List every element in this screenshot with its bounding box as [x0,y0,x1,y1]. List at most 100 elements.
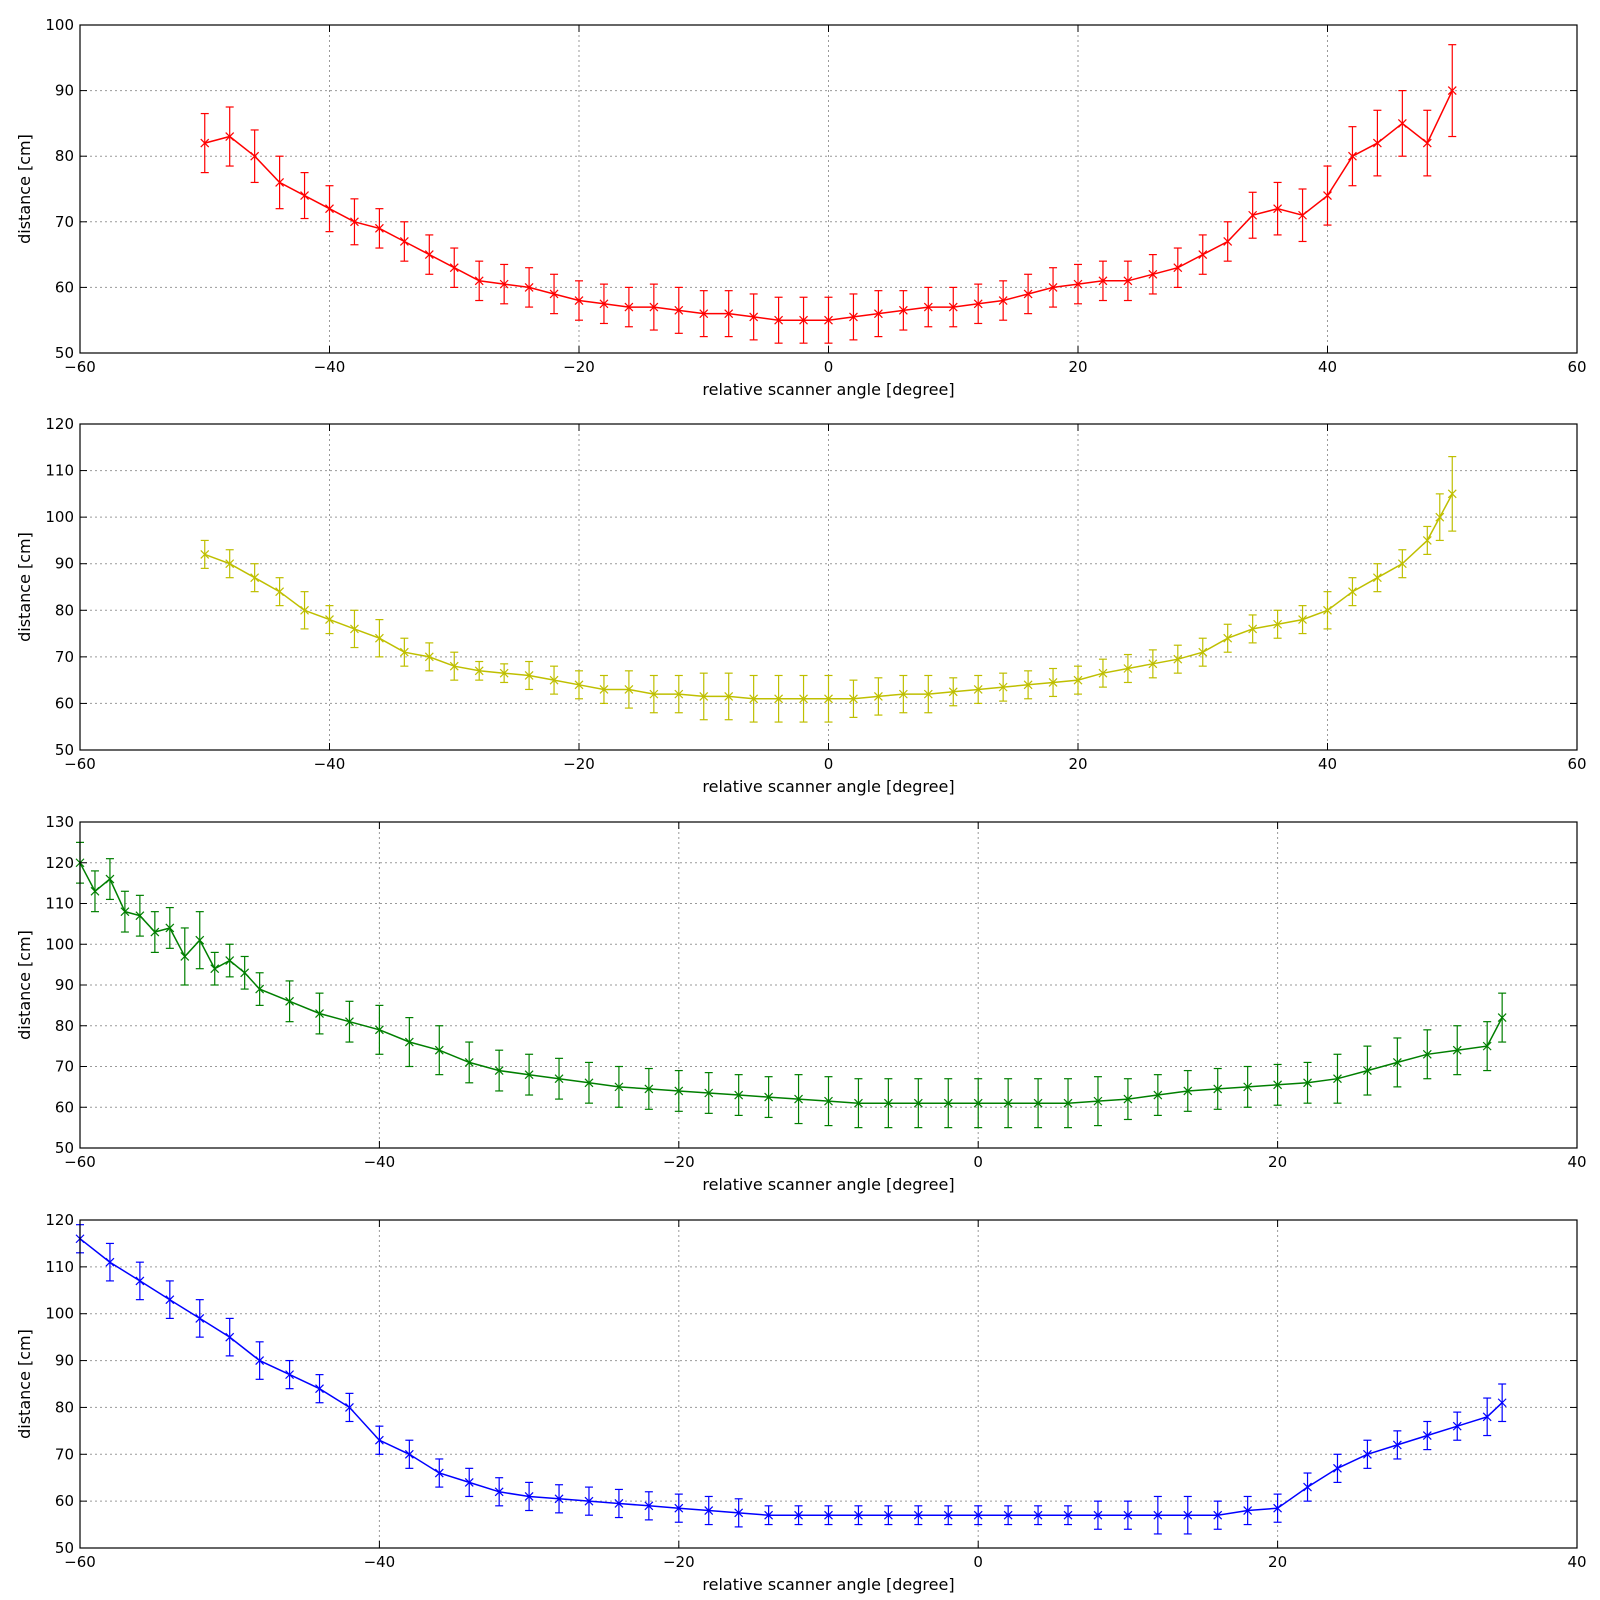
data-point [599,299,609,309]
data-point [1422,536,1432,545]
y-tick-label: 130 [45,813,74,831]
data-point [1063,1510,1073,1520]
data-point [724,309,734,319]
data-point [898,305,908,315]
y-tick-label: 60 [55,1492,74,1510]
data-point [1298,615,1307,625]
data-point [285,996,295,1006]
x-tick-label: 0 [973,1553,983,1571]
data-point [374,223,384,233]
data-point [325,615,334,625]
data-point [1093,1510,1103,1520]
data-point [1173,263,1183,273]
data-point [649,302,659,312]
series-1 [75,841,1507,1129]
data-point [165,1295,175,1305]
x-tick-label: 40 [1318,358,1337,376]
y-tick-label: 70 [55,1058,74,1076]
data-point [195,935,205,945]
y-tick-label: 50 [55,1539,74,1557]
data-point [275,178,285,187]
chart-panel-3: −60 −40 −20 0 20 40 50 60 70 80 90 100 110 120 130 rela… [15,813,1587,1194]
data-point [973,1098,983,1108]
data-point [824,1510,833,1520]
data-point [704,1506,714,1515]
data-point [948,302,958,312]
data-point [1452,1421,1462,1431]
data-point [1213,1510,1223,1520]
data-point [873,692,883,701]
data-point [549,675,559,685]
x-tick-label: −40 [314,358,346,376]
data-point [524,671,534,680]
data-point [225,132,235,141]
data-point [554,1494,564,1504]
data-point [250,573,260,583]
data-point [275,587,285,597]
data-point [854,1510,863,1520]
data-point [1362,1449,1372,1459]
data-point [1033,1098,1043,1108]
data-point [300,191,309,200]
data-point [644,1084,654,1094]
y-tick-label: 70 [55,648,74,666]
x-tick-label: −60 [64,1153,96,1171]
data-point [374,1025,384,1035]
data-point [1123,664,1133,673]
data-point [225,956,235,965]
data-point [699,692,709,701]
y-tick-label: 80 [55,1398,74,1416]
x-axis-label: relative scanner angle [degree] [702,777,954,796]
data-point [584,1496,594,1506]
x-tick-label: 0 [824,755,834,773]
data-point [200,549,210,559]
plot-frame [79,1219,1578,1549]
y-tick-label: 90 [55,82,74,100]
x-tick-label: 0 [973,1153,983,1171]
data-point [424,652,434,662]
data-point [240,968,250,978]
chart-panel-1: −60 −40 −20 0 20 40 60 50 60 70 80 90 100 relative sc… [15,16,1587,399]
data-point [1447,489,1457,499]
x-tick-label: −40 [364,1153,396,1171]
data-point [135,1276,145,1286]
data-point [1153,1090,1163,1100]
data-point [883,1098,893,1108]
data-point [923,689,933,699]
data-point [624,685,634,694]
y-tick-label: 80 [55,1017,74,1035]
data-point [674,305,684,315]
x-tick-label: −20 [563,358,595,376]
y-tick-label: 50 [55,1139,74,1157]
data-point [849,694,858,704]
data-point [794,1094,803,1104]
data-point [1048,282,1058,292]
data-point [1397,118,1407,128]
data-point [624,302,634,312]
data-point [1435,512,1445,522]
series-line [79,1238,1503,1516]
x-axis-label: relative scanner angle [degree] [702,380,954,399]
chart-panel-2: −60 −40 −20 0 20 40 60 50 60 70 80 90 100 110 120 relat… [15,415,1587,796]
data-point [499,279,509,289]
data-point [913,1510,923,1520]
x-tick-label: 40 [1567,1153,1586,1171]
x-tick-label: −60 [64,755,96,773]
data-point [1098,276,1108,286]
data-point [1123,1510,1133,1520]
y-tick-label: 120 [45,1211,74,1229]
x-tick-label: −20 [663,1553,695,1571]
data-point [1023,289,1033,299]
data-point [345,1017,354,1027]
data-point [1243,1082,1253,1092]
x-axis-label: relative scanner angle [degree] [702,1575,954,1594]
data-point [1362,1066,1372,1075]
data-point [998,682,1008,692]
x-tick-label: −20 [663,1153,695,1171]
data-point [225,559,235,569]
data-point [554,1074,564,1084]
data-point [1422,1049,1432,1059]
data-point [1273,619,1283,629]
data-point [674,1086,684,1096]
